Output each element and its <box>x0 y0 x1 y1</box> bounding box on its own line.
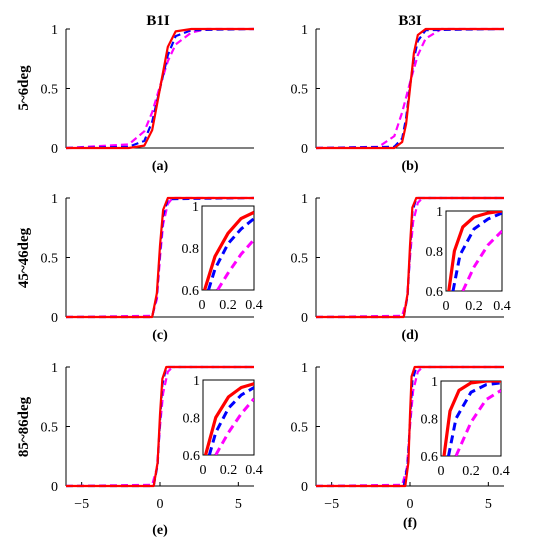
x-tick-label: 5 <box>235 497 242 512</box>
series-line-3 <box>315 196 504 319</box>
panel-label: (b) <box>401 159 418 174</box>
series-line-3 <box>315 365 504 488</box>
y-tick-label: 0 <box>51 142 58 157</box>
inset-x-tick-label: 0.4 <box>493 299 511 314</box>
y-tick-label: 0 <box>301 480 308 495</box>
x-tick-label: 0 <box>157 497 164 512</box>
inset-x-tick-label: 0.4 <box>245 298 263 313</box>
inset-series-line-2 <box>451 211 502 291</box>
inset-y-tick-label: 0.8 <box>182 242 200 257</box>
inset-x-tick-label: 0.2 <box>219 298 237 313</box>
series-line-1 <box>66 196 254 319</box>
inset-x-tick-label: 0.2 <box>462 464 480 479</box>
y-tick-label: 0.5 <box>291 252 309 267</box>
inset-x-tick-label: 0 <box>443 299 450 314</box>
inset-series-line-1 <box>203 210 254 290</box>
inset-series-line-1 <box>442 381 501 456</box>
panel-label: (c) <box>152 328 168 343</box>
inset-series-line-3 <box>216 238 254 290</box>
inset-x-tick-label: 0 <box>438 464 445 479</box>
panel-f: 00.51−5 0 510.80.60 0.2 0.4(f) <box>291 361 510 531</box>
y-tick-label: 0 <box>301 142 308 157</box>
inset-series-line-2 <box>207 217 254 290</box>
inset-series-line-2 <box>207 386 254 455</box>
x-tick-label: −5 <box>74 497 89 512</box>
y-tick-label: 0.5 <box>291 421 309 436</box>
inset-y-tick-label: 1 <box>192 200 199 215</box>
y-tick-label: 1 <box>301 361 308 376</box>
y-tick-label: 1 <box>301 23 308 38</box>
series-line-1 <box>316 27 504 150</box>
row-title-85-86deg: 85~86deg <box>16 396 32 457</box>
inset-series-line-1 <box>447 211 502 291</box>
inset-series-line-3 <box>454 389 501 456</box>
series-line-2 <box>315 27 505 150</box>
panel-b: 0 0.5 1 (b) <box>291 23 505 174</box>
panel-label: (a) <box>152 159 169 174</box>
y-tick-label: 0.5 <box>41 421 59 436</box>
inset-y-tick-label: 1 <box>436 205 443 220</box>
inset-series-group <box>203 210 254 290</box>
series-line-3 <box>65 365 254 488</box>
series-line-1 <box>66 365 254 488</box>
inset-x-tick-label: 0 <box>200 463 207 478</box>
y-tick-label: 1 <box>301 192 308 207</box>
panel-label: (d) <box>401 328 418 343</box>
inset-series-line-2 <box>447 381 501 456</box>
y-tick-label: 0.5 <box>41 83 59 98</box>
panel-label: (e) <box>152 523 168 538</box>
x-tick-label: 5 <box>485 497 492 512</box>
inset-x-tick-label: 0.2 <box>465 299 483 314</box>
inset-y-tick-label: 0.6 <box>182 284 200 299</box>
y-tick-label: 0 <box>301 311 308 326</box>
inset-y-tick-label: 0.6 <box>183 449 201 464</box>
inset-y-tick-label: 1 <box>193 374 200 389</box>
panel-a: 0 0.5 1 (a) <box>41 23 255 174</box>
row-title-5-6deg: 5~6deg <box>16 65 32 111</box>
inset-x-tick-label: 0.4 <box>492 464 510 479</box>
inset-x-tick-label: 0 <box>199 298 206 313</box>
panel-label: (f) <box>403 516 417 531</box>
series-line-1 <box>316 365 504 488</box>
panel-e: 00.51−5 0 510.80.60 0.2 0.4(e) <box>41 361 263 538</box>
inset-y-tick-label: 0.6 <box>426 285 444 300</box>
inset-series-line-3 <box>461 229 502 291</box>
y-tick-label: 0 <box>51 480 58 495</box>
row-title-45-46deg: 45~46deg <box>16 227 32 288</box>
series-line-1 <box>66 27 254 150</box>
y-tick-label: 0.5 <box>291 83 309 98</box>
inset-series-group <box>447 211 502 291</box>
inset-frame <box>202 379 255 456</box>
inset-series-group <box>204 382 254 455</box>
column-title-b3i: B3I <box>398 13 422 29</box>
y-tick-label: 1 <box>51 361 58 376</box>
inset-series-line-1 <box>204 382 254 455</box>
inset-y-tick-label: 0.8 <box>183 412 201 427</box>
inset-x-tick-label: 0.2 <box>220 463 238 478</box>
inset-x-tick-label: 0.4 <box>245 463 263 478</box>
x-tick-label: −5 <box>324 497 339 512</box>
column-title-b1i: B1I <box>146 13 170 29</box>
y-tick-label: 1 <box>51 192 58 207</box>
inset-y-tick-label: 0.8 <box>421 413 439 428</box>
inset-y-tick-label: 1 <box>431 375 438 390</box>
y-tick-label: 1 <box>51 23 58 38</box>
y-tick-label: 0.5 <box>41 252 59 267</box>
inset-series-line-3 <box>214 397 254 455</box>
series-line-1 <box>316 196 504 319</box>
inset-y-tick-label: 0.6 <box>421 450 439 465</box>
inset-series-group <box>442 381 501 456</box>
x-tick-label: 0 <box>407 497 414 512</box>
y-tick-label: 0 <box>51 311 58 326</box>
inset-y-tick-label: 0.8 <box>426 245 444 260</box>
